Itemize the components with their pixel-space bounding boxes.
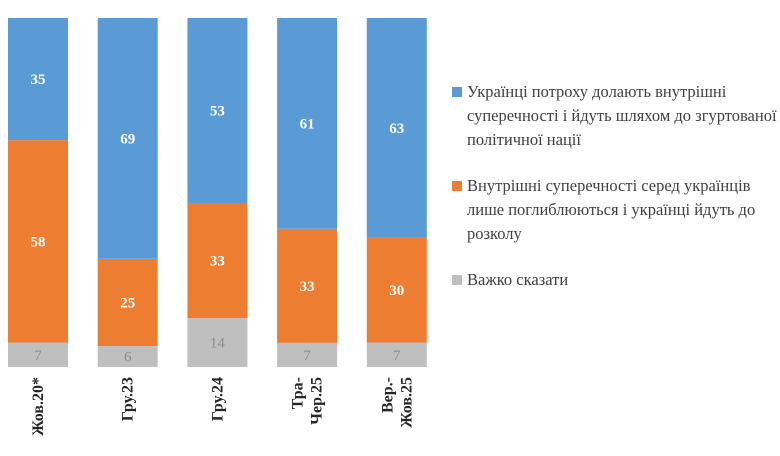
legend-swatch-orange — [452, 181, 462, 191]
x-tick-label: Чер.25 — [309, 377, 326, 425]
data-label: 53 — [210, 103, 225, 119]
legend: Українці потроху долають внутрішні супер… — [452, 80, 780, 314]
x-tick-label: Тра- — [290, 377, 307, 409]
bar-segment — [277, 18, 338, 229]
bar-segment — [8, 140, 68, 343]
data-label: 7 — [34, 348, 42, 364]
data-label: 69 — [120, 131, 135, 147]
legend-item-split: Внутрішні суперечності серед українців л… — [452, 174, 780, 246]
x-tick-label: Гру.23 — [120, 377, 137, 421]
data-label: 33 — [300, 279, 315, 295]
bar-segment — [97, 18, 158, 259]
x-tick-label: Вер.- — [379, 377, 396, 413]
legend-label: Українці потроху долають внутрішні супер… — [467, 82, 777, 149]
bar-segment — [187, 318, 248, 367]
x-tick-label: Жов.25 — [398, 377, 415, 428]
stacked-bar-chart: 7 58 35 Жов.20* 6 25 69 Гру.23 14 33 53 Гру.24 7 33 61… — [8, 18, 427, 436]
data-label: 61 — [300, 116, 315, 132]
legend-label: Важко сказати — [467, 270, 569, 289]
legend-swatch-gray — [452, 275, 462, 285]
bar-segment — [277, 228, 338, 343]
bar-segment — [366, 18, 427, 238]
data-label: 6 — [124, 350, 132, 366]
data-label: 63 — [389, 121, 404, 137]
bar-segment — [187, 202, 248, 319]
bar-segment — [97, 258, 158, 347]
bar-segment — [97, 346, 158, 367]
legend-label: Внутрішні суперечності серед українців л… — [467, 176, 756, 243]
x-tick-label: Гру.24 — [209, 377, 226, 421]
bar-segment — [366, 342, 427, 367]
data-label: 33 — [210, 254, 225, 270]
data-label: 35 — [31, 72, 46, 88]
data-label: 30 — [389, 283, 404, 299]
legend-item-unite: Українці потроху долають внутрішні супер… — [452, 80, 780, 152]
x-tick-label: Жов.20* — [30, 377, 47, 436]
bar-segment — [366, 237, 427, 343]
data-label: 7 — [303, 348, 311, 364]
bar-segment — [277, 342, 338, 367]
bar-segment — [8, 342, 68, 367]
data-label: 58 — [31, 234, 46, 250]
legend-item-hard-to-say: Важко сказати — [452, 268, 780, 292]
data-label: 14 — [210, 336, 226, 352]
data-label: 25 — [120, 295, 135, 311]
bar-segment — [187, 18, 248, 203]
legend-swatch-blue — [452, 87, 462, 97]
data-label: 7 — [393, 348, 401, 364]
bar-segment — [8, 18, 68, 141]
